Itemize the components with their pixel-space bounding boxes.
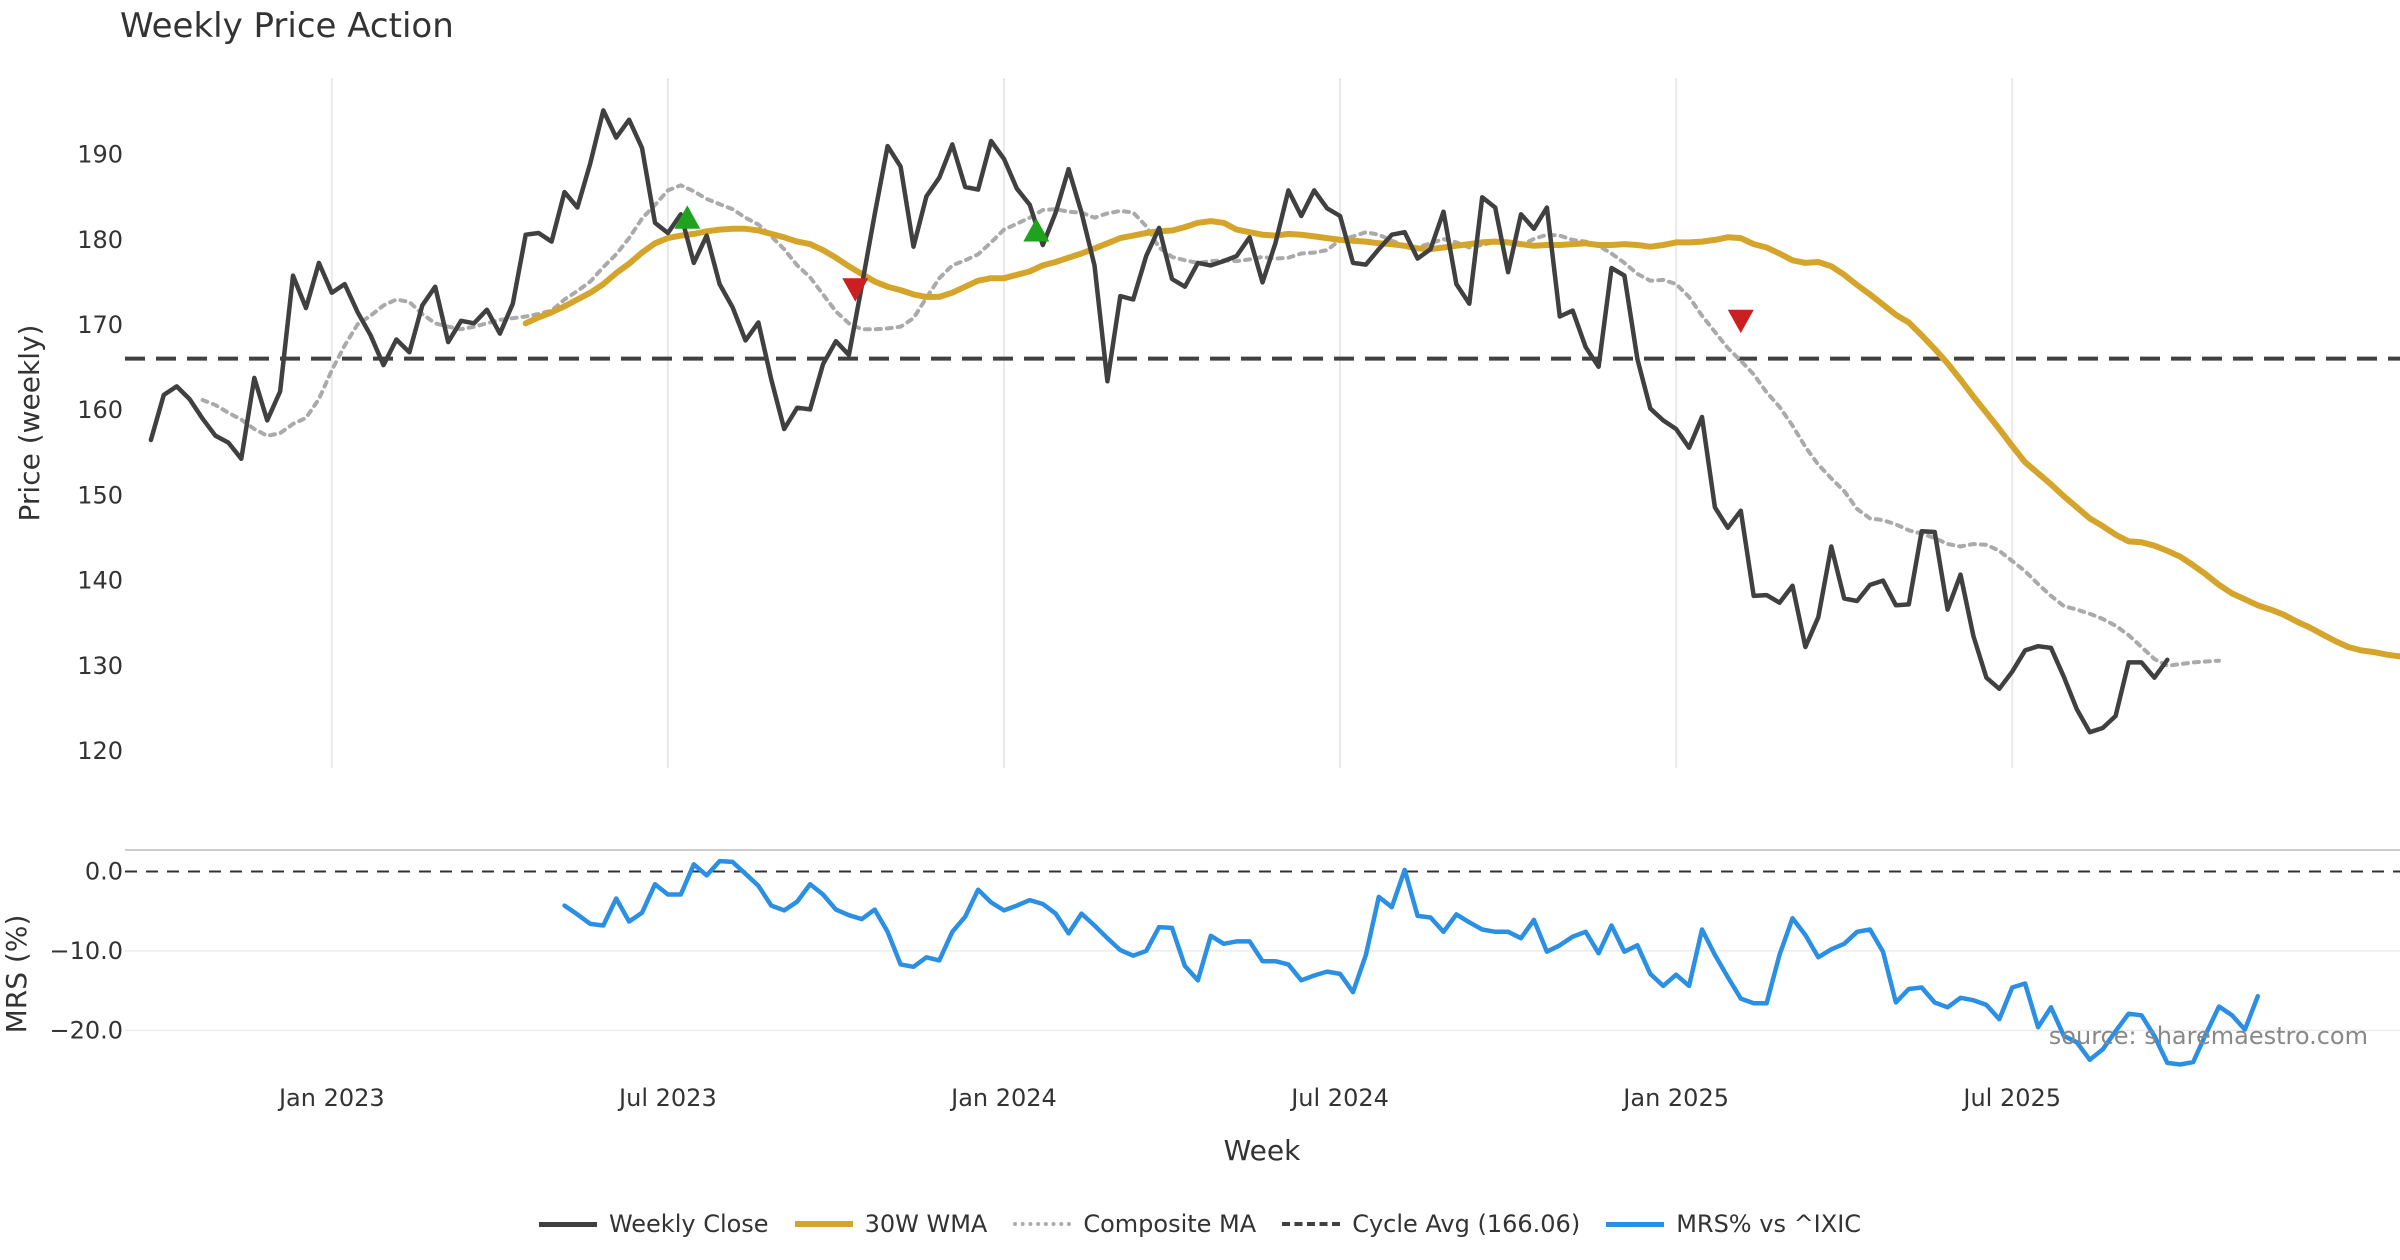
x-tick-label-jan-2023: Jan 2023 (277, 1084, 385, 1112)
x-axis-label: Week (1224, 1134, 1301, 1167)
legend-swatch-30w-wma (794, 1221, 853, 1227)
price-y-tick-label: 130 (77, 652, 123, 680)
price-y-tick-label: 190 (77, 141, 123, 169)
x-tick-label-jul-2023: Jul 2023 (617, 1084, 717, 1112)
mrs-line (562, 858, 2261, 1067)
legend-label-cycle-avg: Cycle Avg (166.06) (1352, 1210, 1581, 1238)
x-tick-label-jan-2024: Jan 2024 (949, 1084, 1057, 1112)
price-y-tick-label: 170 (77, 311, 123, 339)
price-y-tick-label: 120 (77, 737, 123, 765)
legend-label-30w-wma: 30W WMA (864, 1210, 988, 1238)
price-y-axis-label: Price (weekly) (13, 325, 46, 522)
legend-label-weekly-close: Weekly Close (608, 1210, 769, 1238)
legend-item-weekly-close: Weekly Close (538, 1210, 769, 1238)
x-tick-label-jul-2024: Jul 2024 (1289, 1084, 1389, 1112)
price-y-tick-label: 150 (77, 481, 123, 509)
legend: Weekly Close 30W WMA Composite MA Cycle … (0, 1210, 2400, 1238)
mrs-y-tick-label: −10.0 (49, 937, 123, 965)
legend-swatch-cycle-avg (1282, 1222, 1341, 1226)
mrs-y-axis-label: MRS (%) (0, 915, 33, 1034)
legend-item-cycle-avg: Cycle Avg (166.06) (1282, 1210, 1580, 1238)
price-y-tick-label: 180 (77, 226, 123, 254)
buy-signal-marker-3 (1023, 218, 1050, 242)
sell-signal-marker-4 (1727, 309, 1754, 334)
price-y-tick-label: 140 (77, 567, 123, 595)
price-y-tick-label: 160 (77, 396, 123, 424)
legend-swatch-weekly-close (538, 1221, 597, 1227)
legend-swatch-mrs (1606, 1221, 1665, 1227)
legend-swatch-composite-ma (1013, 1222, 1072, 1226)
legend-item-composite-ma: Composite MA (1013, 1210, 1256, 1238)
legend-label-mrs: MRS% vs ^IXIC (1676, 1210, 1862, 1238)
chart-title: Weekly Price Action (120, 6, 454, 46)
source-annotation: source: sharemaestro.com (2049, 1022, 2368, 1050)
x-tick-label-jan-2025: Jan 2025 (1621, 1084, 1729, 1112)
legend-label-composite-ma: Composite MA (1083, 1210, 1257, 1238)
legend-item-mrs: MRS% vs ^IXIC (1606, 1210, 1861, 1238)
legend-item-30w-wma: 30W WMA (794, 1210, 988, 1238)
wma-30w-line (522, 218, 2400, 660)
mrs-y-tick-label: 0.0 (85, 857, 123, 885)
x-tick-label-jul-2025: Jul 2025 (1961, 1084, 2061, 1112)
sell-signal-marker-2 (842, 278, 869, 302)
weekly-close-line (148, 108, 2170, 735)
mrs-y-tick-label: −20.0 (49, 1016, 123, 1044)
buy-signal-marker-1 (674, 205, 701, 229)
composite-ma-line (200, 183, 2221, 668)
